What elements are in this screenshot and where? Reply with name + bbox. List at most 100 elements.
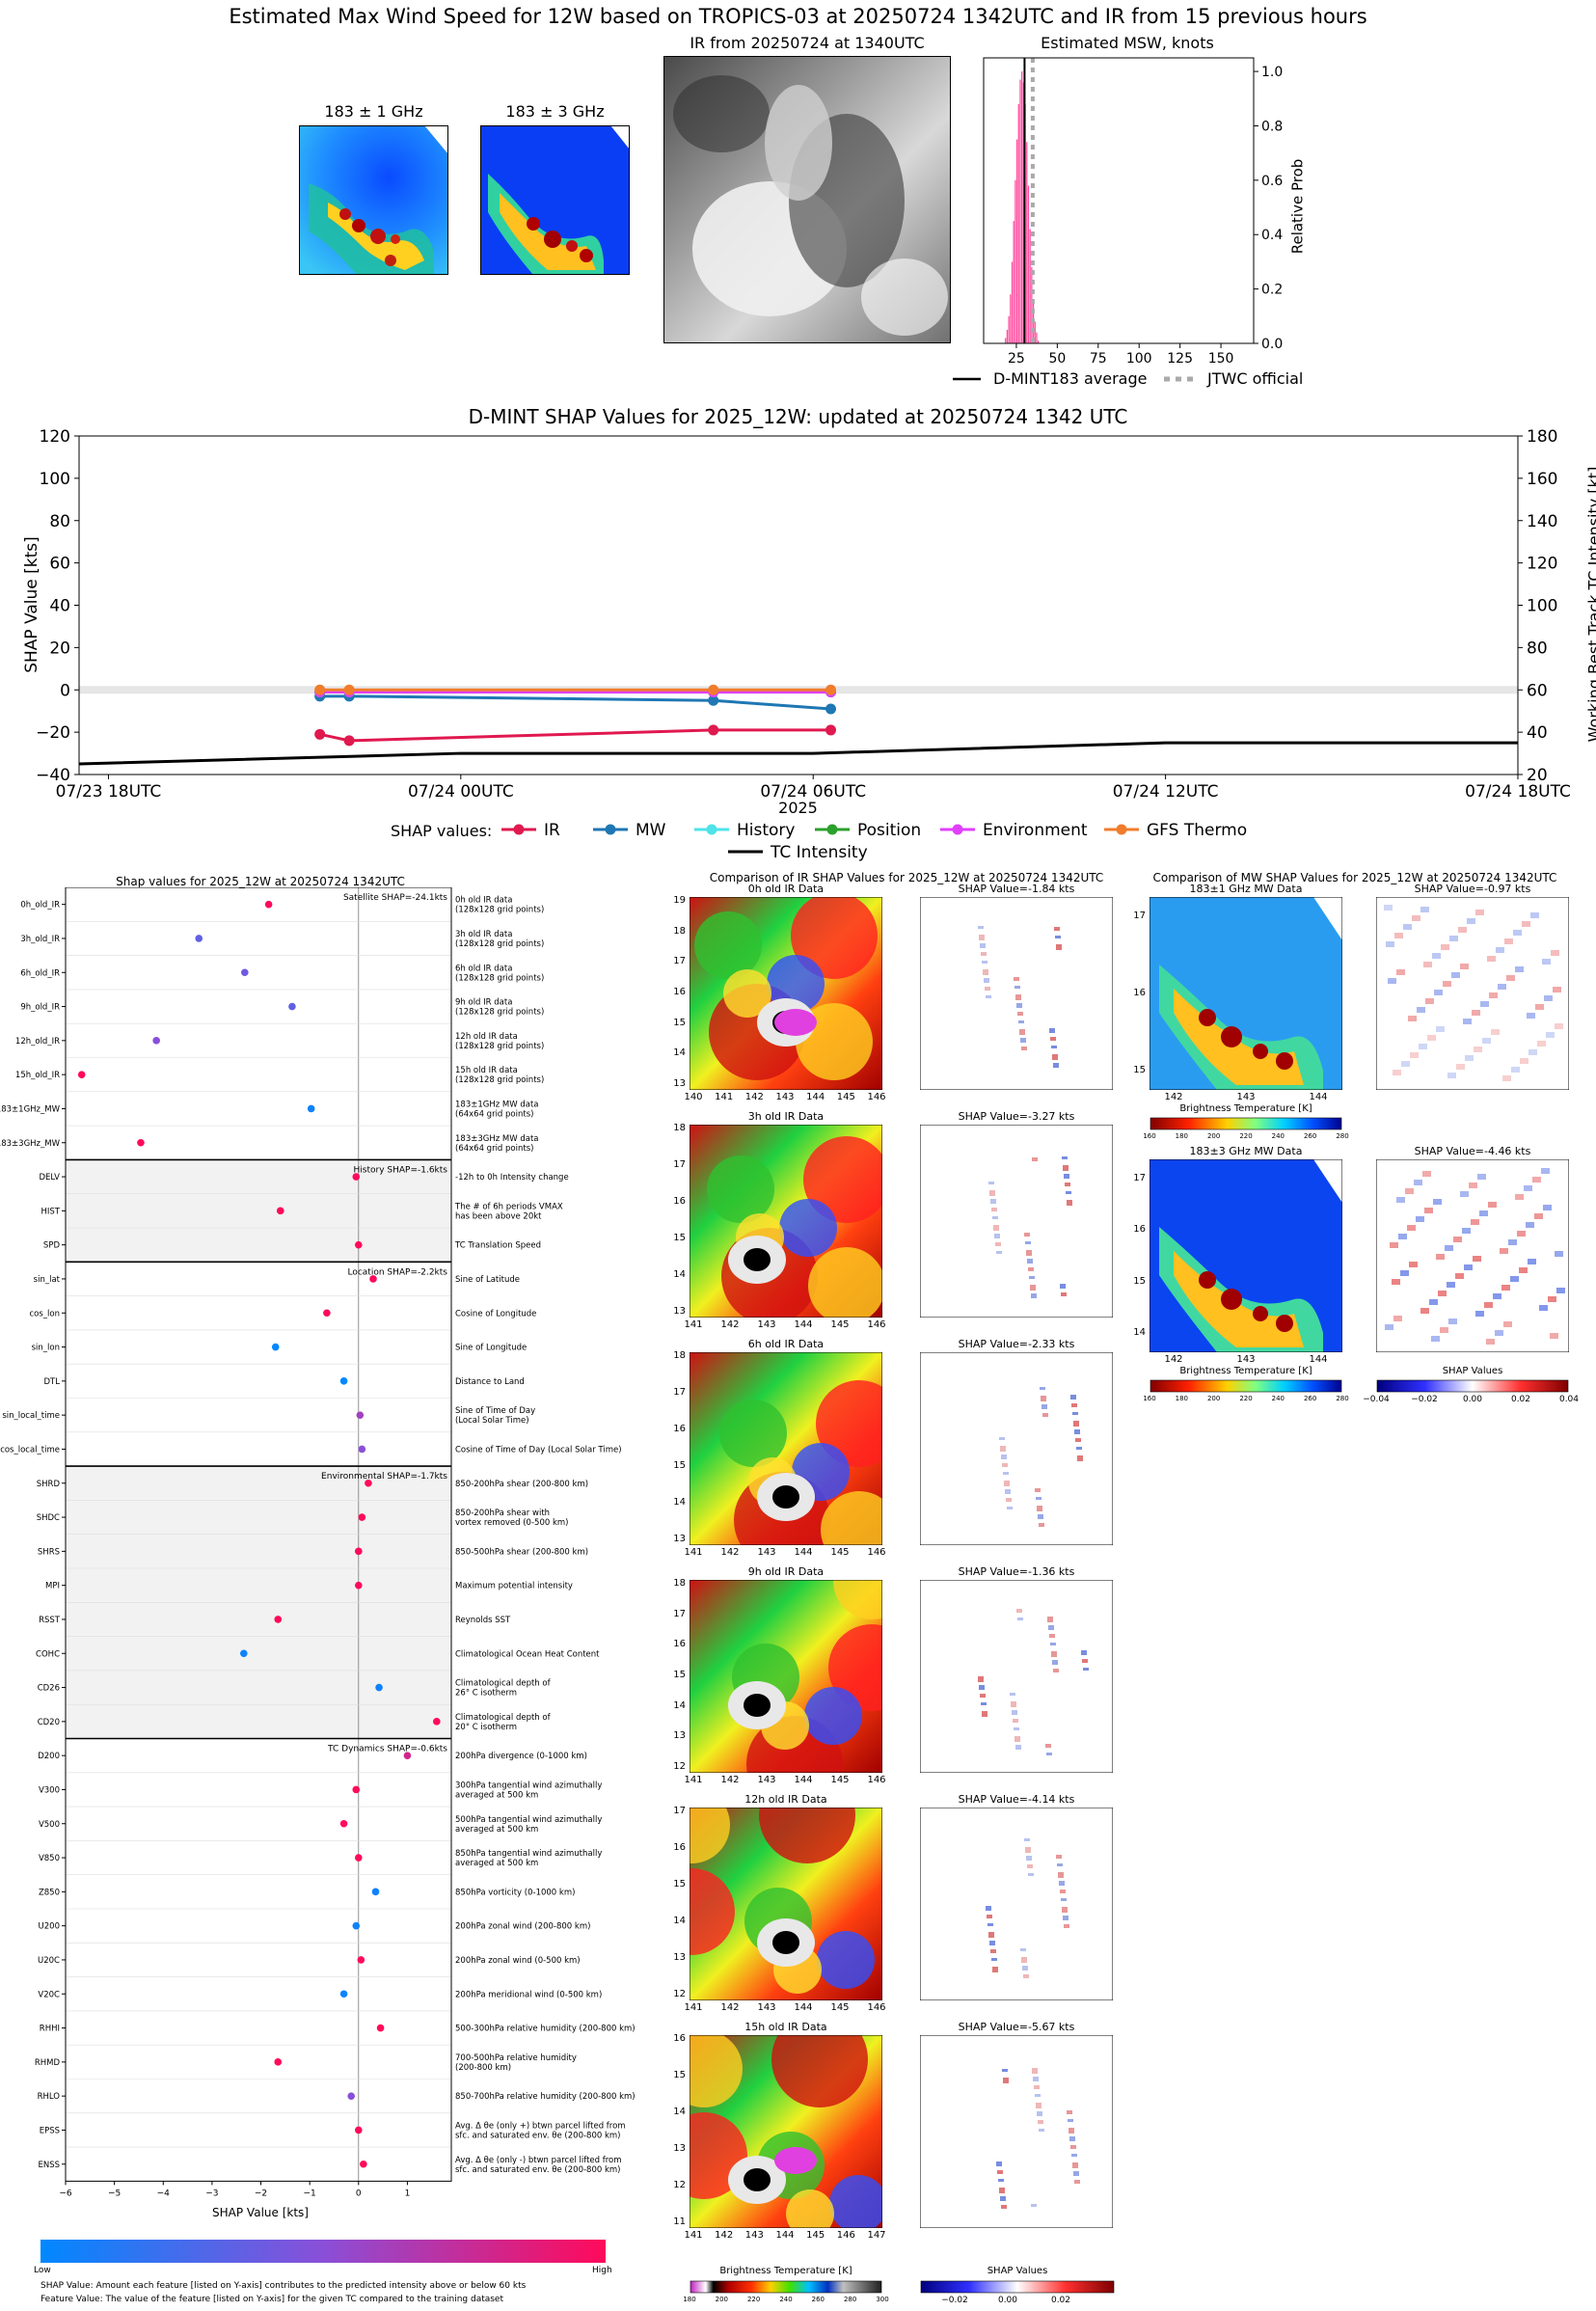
ir-shap-pixel <box>987 1923 993 1926</box>
ir-shap-pixel <box>1048 1625 1054 1630</box>
feature-point <box>375 1683 383 1692</box>
ir-x-tick-label: 141 <box>684 1319 703 1330</box>
feature-desc: Cosine of Time of Day (Local Solar Time) <box>455 1445 622 1455</box>
feature-desc: has been above 20kt <box>455 1211 542 1221</box>
histogram-bar <box>1034 321 1036 343</box>
mw-shap-tick: 0.00 <box>1462 1395 1483 1404</box>
ir-cloud <box>694 911 762 979</box>
mw-shap-pixel <box>1511 1067 1520 1073</box>
feature-point <box>271 1343 280 1351</box>
mw-bt-tick: 200 <box>1206 1395 1221 1402</box>
series-line-ir <box>319 728 831 743</box>
ir-shap-pixel <box>1001 2205 1007 2209</box>
ir-shap-pixel <box>1056 1855 1062 1859</box>
feature-desc: 200hPa zonal wind (200-800 km) <box>455 1922 590 1932</box>
ir-shap-pixel <box>1057 1863 1063 1866</box>
mw-shap-tick: −0.02 <box>1411 1395 1438 1404</box>
feature-name: U20C <box>38 1956 60 1966</box>
ir-shap-pixel <box>1015 1745 1021 1750</box>
feature-desc: (128x128 grid points) <box>455 973 544 983</box>
mw-shap-pixel <box>1500 1248 1508 1254</box>
legend-marker <box>826 824 838 835</box>
feature-desc: (128x128 grid points) <box>455 906 544 915</box>
ir-shap-pixel <box>1032 1157 1038 1161</box>
feature-point <box>195 935 203 942</box>
feature-point <box>354 1240 363 1249</box>
ir-shap-pixel <box>1063 1165 1069 1171</box>
mw-bt-tick: 240 <box>1271 1132 1285 1140</box>
group-label: Satellite SHAP=-24.1kts <box>343 893 447 903</box>
feature-name: CD26 <box>38 1684 60 1694</box>
mw-shap-pixel <box>1524 1185 1532 1191</box>
ir-shap-pixel <box>1038 2120 1043 2124</box>
feature-desc: Sine of Time of Day <box>455 1406 535 1416</box>
ir-x-tick-label: 144 <box>775 2230 795 2241</box>
legend-dmint: D-MINT183 average <box>993 369 1148 388</box>
ir-shap-pixel <box>997 2170 1003 2174</box>
series-point <box>825 724 836 736</box>
mw-shap-pixel <box>1449 936 1458 941</box>
ir-y-tick-label: 15 <box>673 2070 686 2080</box>
ir-y-tick-label: 13 <box>673 1078 686 1089</box>
y2-tick-label: 40 <box>1527 723 1548 743</box>
mw-no-data <box>1313 1159 1342 1203</box>
ir-shap-pixel <box>1000 2196 1006 2201</box>
mw-shap-pixel <box>1487 956 1496 962</box>
feature-point <box>241 968 249 977</box>
mw-shap-pixel <box>1535 1004 1544 1010</box>
mw-bt-tick: 180 <box>1175 1395 1189 1402</box>
ir-y-tick-label: 19 <box>673 895 686 906</box>
mw-bt-tick: 260 <box>1303 1132 1317 1140</box>
feature-name: D200 <box>38 1752 60 1761</box>
series-point <box>314 728 326 740</box>
mw-shap-pixel <box>1548 1296 1556 1302</box>
mw-shap-tick: −0.04 <box>1363 1395 1390 1404</box>
ir-shap-pixel <box>1038 1514 1043 1519</box>
feature-desc: TC Translation Speed <box>454 1241 541 1251</box>
ir-shap-pixel <box>1060 1890 1066 1893</box>
series-point <box>825 684 836 695</box>
feature-desc: 850-500hPa shear (200-800 km) <box>455 1547 588 1557</box>
ir-x-tick-label: 140 <box>684 1092 703 1102</box>
ir-shap-pixel <box>984 978 989 983</box>
ir-shap-pixel <box>1053 1063 1059 1068</box>
ir-data-title: 15h old IR Data <box>744 2021 827 2033</box>
ir-x-tick-label: 143 <box>757 2002 776 2013</box>
ir-shap-pixel <box>1052 1054 1058 1060</box>
ir-shap-pixel <box>1021 1047 1027 1050</box>
mw-shap-pixel <box>1553 987 1561 992</box>
feature-desc: 183±1GHz MW data <box>455 1100 538 1109</box>
ir-shap-pixel <box>1002 2069 1008 2072</box>
ir-shap-pixel <box>982 1711 987 1717</box>
ir-cloud <box>833 1580 882 1619</box>
mw-shap-pixel <box>1458 927 1467 933</box>
ir-shap-pixel <box>1023 1974 1029 1978</box>
ir-shap-pixel <box>981 1702 987 1705</box>
feature-desc: 500-300hPa relative humidity (200-800 km… <box>455 2025 636 2034</box>
ir-x-tick-label: 141 <box>684 1547 703 1558</box>
ir-shap-pixel <box>1032 2068 1038 2074</box>
feature-name: U200 <box>39 1922 60 1932</box>
legend-label: IR <box>544 821 560 840</box>
ir-shap-pixel <box>1029 1276 1035 1279</box>
x-tick-label: −4 <box>157 2189 171 2198</box>
ir-shap-pixel <box>988 1182 994 1184</box>
ir-x-tick-label: 146 <box>867 1547 886 1558</box>
mw-x-tick-label: 142 <box>1164 1354 1183 1365</box>
mw-shap-pixel <box>1519 1267 1528 1273</box>
mw-shap-pixel <box>1443 981 1451 987</box>
x-tick-label: 07/24 12UTC <box>1113 782 1219 802</box>
ts-legend: IR MW History Position Environment GFS Thermo… <box>501 821 1247 862</box>
feature-point <box>365 1479 372 1487</box>
mw-shap-pixel <box>1460 1191 1469 1197</box>
feature-name: 0h_old_IR <box>20 901 60 911</box>
mw-shap-label: SHAP Values <box>1442 1366 1503 1376</box>
mw-shap-pixel <box>1436 1254 1445 1260</box>
ir-overshoot <box>774 1009 817 1036</box>
ir-x-tick-label: 141 <box>715 1092 734 1102</box>
mw-shap-pixel <box>1484 1302 1493 1308</box>
feature-name: COHC <box>36 1649 60 1659</box>
ir-shap-pixel <box>999 2188 1005 2193</box>
ir-core <box>772 1485 799 1509</box>
feature-point <box>358 1445 366 1454</box>
